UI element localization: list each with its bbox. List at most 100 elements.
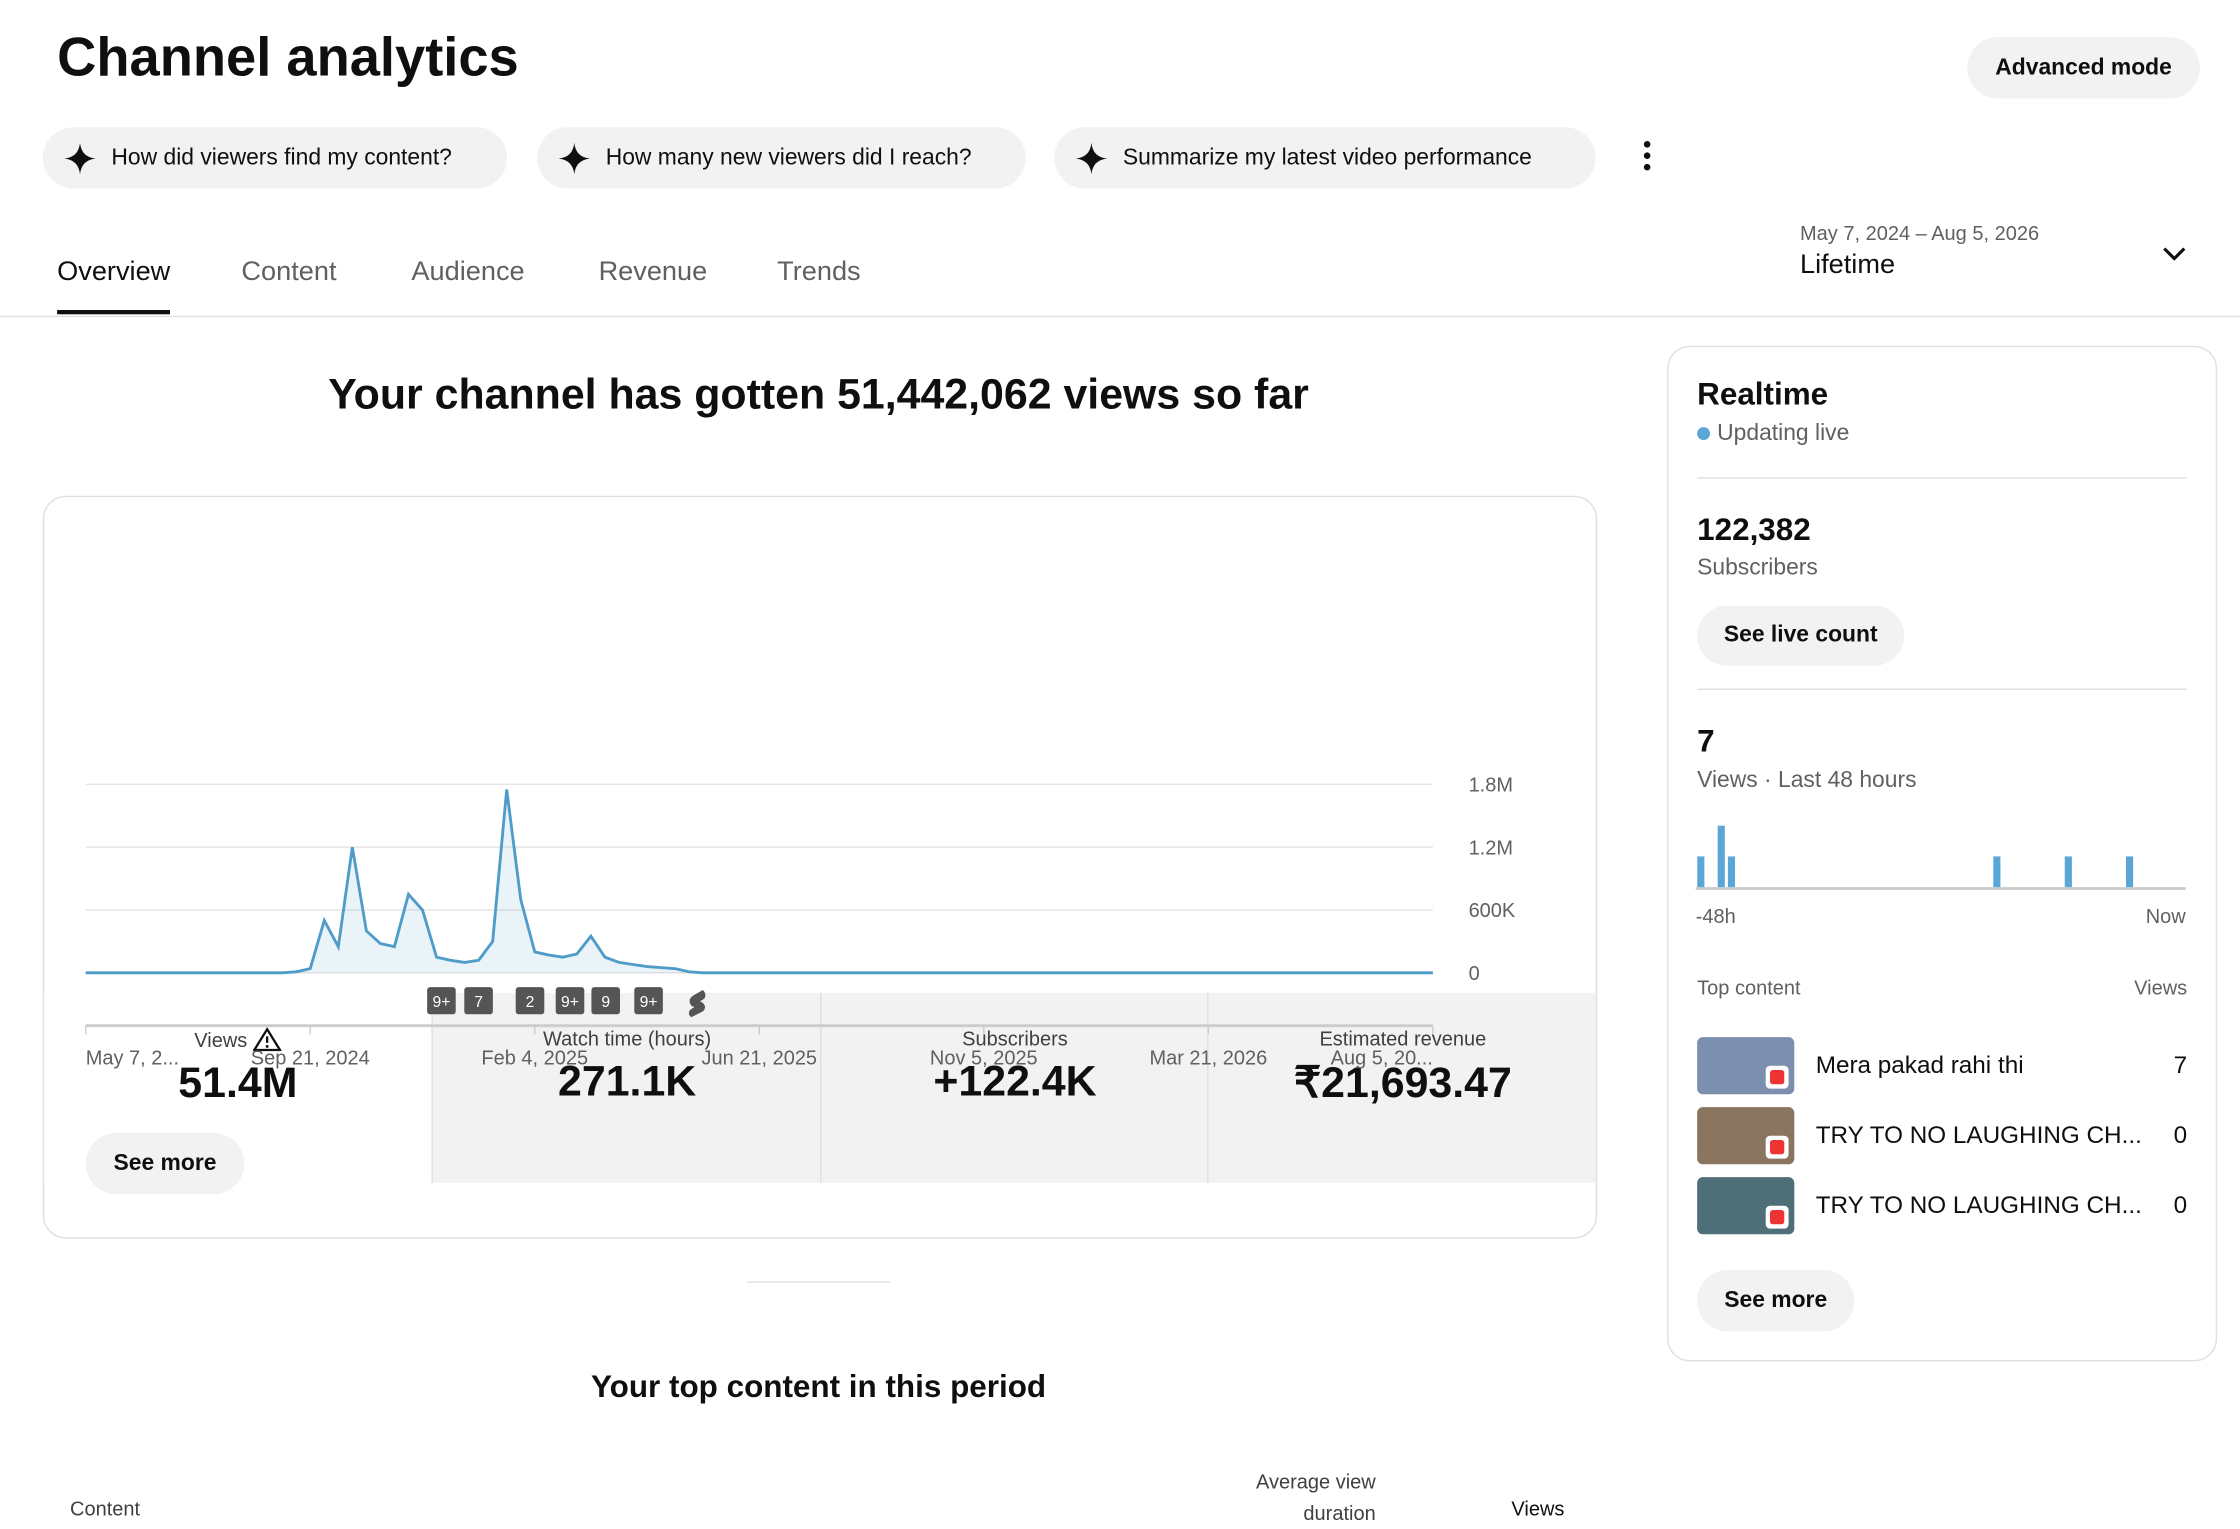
thumbnail [1697,1177,1795,1235]
x-tick-label: Now [2146,906,2187,928]
see-more-button[interactable]: See more [85,1132,245,1195]
x-tick-label: Feb 4, 2025 [481,1047,588,1069]
metric-label: Watch time (hours) [543,1027,712,1050]
divider [747,1281,890,1283]
annotation-badge [555,987,585,1015]
bar [1993,856,2001,888]
tab[interactable]: Trends [777,257,861,288]
annotation-label: 9+ [640,994,658,1011]
content-title: Mera pakad rahi thi [1815,1051,2024,1079]
suggestion-chip[interactable]: Summarize my latest video performance [1054,127,1596,189]
headline: Your channel has gotten 51,442,062 views… [328,371,1309,419]
dropdown-chevron[interactable] [2160,243,2189,266]
annotation-label: 9 [601,994,610,1011]
shorts-icon [688,989,706,1018]
content-views: 0 [2173,1191,2188,1219]
y-tick-label: 0 [1469,963,1480,985]
suggestion-chip[interactable]: How did viewers find my content? [42,127,508,189]
y-tick-label: 1.8M [1469,774,1513,796]
thumbnail [1697,1037,1795,1095]
subscriber-label: Subscribers [1697,555,1818,580]
content-views: 7 [2173,1051,2188,1079]
column-header: Average view duration [1256,1469,1376,1525]
metric-label: Views [44,1027,431,1051]
annotation-badge [464,987,493,1015]
annotation-label: 9+ [561,994,579,1011]
divider [1697,477,2188,479]
views-chart: 0 600K 1.2M 1.8M May 7, 2... Sep 21, 2024 Feb … [84,774,1516,1069]
metric-label: Subscribers [962,1027,1068,1050]
x-tick-label: Nov 5, 2025 [930,1047,1038,1069]
date-range: May 7, 2024 – Aug 5, 2026 [1799,221,2040,245]
shorts-badge [1765,1205,1789,1229]
subscriber-count: 122,382 [1697,511,1811,548]
metric-value: ₹21,693.47 [1293,1059,1512,1108]
y-tick-label: 1.2M [1469,837,1513,859]
realtime-title: Realtime [1697,375,1829,412]
bar [1717,825,1725,888]
views-column-label: Views [2134,975,2188,999]
more-menu[interactable] [1636,137,1659,174]
tab[interactable]: Content [241,257,337,288]
chip-label: Summarize my latest video performance [1122,144,1532,170]
content-title: TRY TO NO LAUGHING CH... [1815,1121,2142,1149]
shorts-badge [1765,1065,1789,1089]
annotation-badge [591,987,620,1015]
content-title: TRY TO NO LAUGHING CH... [1815,1191,2142,1219]
x-tick-label: Aug 5, 20... [1331,1047,1433,1069]
metric-value: +122.4K [933,1058,1097,1106]
divider [1697,688,2188,690]
shorts-badge [1765,1135,1789,1159]
area-fill [85,789,1433,973]
annotation-label: 9+ [432,994,450,1011]
period[interactable]: Lifetime [1799,249,1896,280]
divider [0,315,2240,318]
bar [1697,856,1705,888]
x-tick-label: Sep 21, 2024 [251,1047,370,1069]
views-line [85,789,1433,975]
column-header: Content [69,1497,141,1520]
page-title: Channel analytics [57,28,519,89]
tab[interactable]: Revenue [598,257,708,288]
tab[interactable]: Overview [57,257,171,288]
top-content-label: Top content [1697,975,1801,999]
bar [2125,856,2134,888]
live-dot [1697,427,1710,440]
live-status-text: Updating live [1717,421,1850,446]
x-tick-label: Mar 21, 2026 [1149,1047,1267,1069]
y-tick-label: 600K [1469,900,1516,922]
sparkle-icon [558,142,590,174]
shorts-badge-icon [1769,1139,1785,1155]
annotation-label: 7 [474,994,483,1011]
bar [2064,856,2072,888]
annotation-badge [427,987,456,1015]
x-tick-label: -48h [1696,906,1736,928]
realtime-card [1667,345,2218,1362]
sparkle-icon [1075,142,1108,174]
bar [1727,856,1736,888]
metric-label-text: Views [194,1028,248,1052]
section-title: Your top content in this period [591,1368,1047,1405]
suggestion-chip[interactable]: How many new viewers did I reach? [537,127,1026,189]
tab-underline [57,309,170,315]
warning-icon [252,1027,283,1052]
thumbnail [1697,1107,1795,1165]
chip-label: How many new viewers did I reach? [605,144,972,170]
live-count-button[interactable]: See live count [1697,605,1905,666]
tab[interactable]: Audience [411,257,525,288]
metric-value: 271.1K [558,1058,697,1106]
content-views: 0 [2173,1121,2188,1149]
metric-label: Estimated revenue [1319,1027,1487,1050]
realtime-views: 7 [1697,722,1715,759]
advanced-mode-button[interactable]: Advanced mode [1967,37,2200,99]
sparkle-icon [64,142,96,174]
shorts-badge-icon [1769,1209,1785,1225]
see-more-button[interactable]: See more [1697,1269,1855,1332]
annotation-badge [634,987,663,1015]
annotation-badge [515,987,545,1015]
annotation-label: 2 [526,994,535,1011]
x-tick-label: Jun 21, 2025 [701,1047,817,1069]
column-header: Views [1511,1497,1565,1520]
shorts-badge-icon [1769,1069,1785,1085]
